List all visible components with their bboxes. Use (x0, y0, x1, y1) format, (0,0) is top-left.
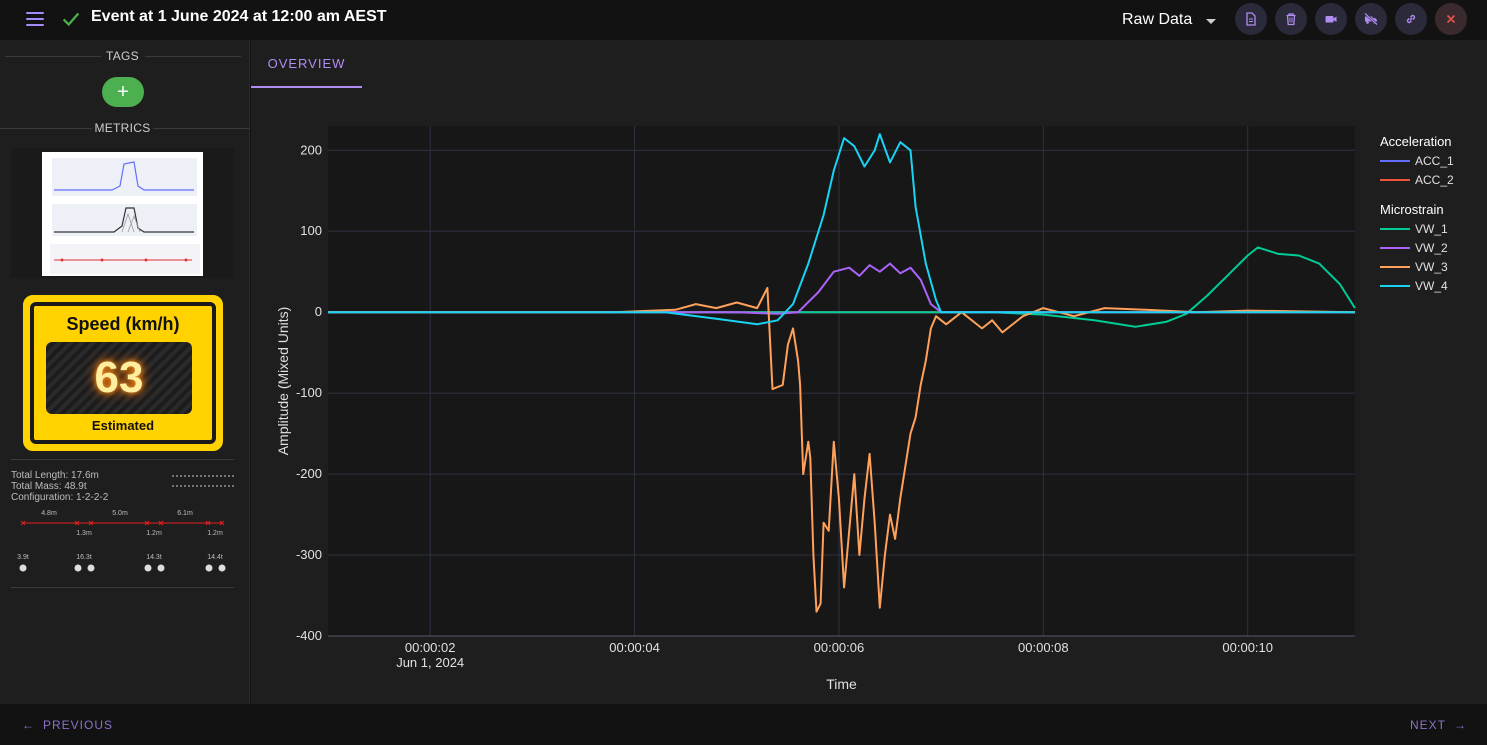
event-title: Event at 1 June 2024 at 12:00 am AEST (91, 8, 387, 25)
axle-legend-glyphs (172, 475, 234, 487)
axle-group-mass-label: 14.3t (146, 554, 162, 561)
video-camera-icon (1325, 16, 1337, 23)
series-line-vw-2 (328, 262, 1355, 315)
total-mass: Total Mass: 48.9t (11, 481, 87, 492)
menu-icon[interactable] (22, 8, 48, 30)
y-tick-label: -100 (296, 385, 322, 400)
axle-group-mass-label: 3.9t (17, 554, 29, 561)
y-axis-label: Amplitude (Mixed Units) (275, 307, 291, 456)
axle-group-spacing-label: 1.3m (76, 530, 92, 537)
x-axis-label: Time (826, 676, 857, 692)
divider (11, 587, 234, 588)
delete-button[interactable] (1275, 3, 1307, 35)
axle-spacing-label: 4.8m (41, 510, 57, 517)
report-button[interactable] (1235, 3, 1267, 35)
speed-title: Speed (km/h) (66, 314, 180, 334)
close-button[interactable] (1435, 3, 1467, 35)
link-button[interactable] (1395, 3, 1427, 35)
next-button[interactable]: NEXT → (1410, 718, 1467, 732)
previous-button[interactable]: ← PREVIOUS (22, 718, 113, 732)
speed-subtitle: Estimated (91, 418, 155, 433)
y-tick-label: -400 (296, 628, 322, 643)
axle-group-mass-label: 16.3t (76, 554, 92, 561)
x-tick-sublabel: Jun 1, 2024 (396, 655, 464, 670)
series-line-vw-3 (328, 286, 1356, 613)
app-header: Event at 1 June 2024 at 12:00 am AEST Ra… (0, 0, 1487, 40)
video-button[interactable] (1315, 3, 1347, 35)
document-icon (1246, 12, 1256, 26)
speed-value: 63 (94, 353, 144, 402)
chevron-down-icon (1206, 18, 1217, 24)
y-tick-label: 0 (315, 304, 322, 319)
arrow-left-icon: ← (22, 718, 35, 732)
axle-group-spacing-label: 1.2m (146, 530, 162, 537)
checkmark-icon (62, 12, 80, 27)
tags-label: TAGS (106, 49, 139, 63)
divider (0, 128, 92, 129)
classification-thumbnail[interactable] (42, 152, 203, 276)
legend-group-title: Acceleration (1380, 134, 1452, 149)
axle-configuration: Configuration: 1-2-2-2 (11, 492, 109, 503)
y-tick-label: -300 (296, 547, 322, 562)
series-line-vw-4 (328, 133, 1355, 326)
add-tag-button[interactable]: + (102, 77, 144, 107)
series-lines (328, 133, 1356, 613)
axle-group-spacing-label: 1.2m (207, 530, 223, 537)
view-select[interactable]: Raw Data (1122, 11, 1217, 29)
legend-item-acc-2[interactable]: ACC_2 (1415, 173, 1454, 187)
main-panel: OVERVIEW 200 100 0 -100 -200 -300 -400 00:00:0… (251, 40, 1487, 704)
hide-vehicle-button[interactable] (1355, 3, 1387, 35)
axle-summary: Total Length: 17.6m Total Mass: 48.9t Co… (11, 470, 237, 503)
footer-nav: ← PREVIOUS NEXT → (0, 704, 1487, 745)
next-label: NEXT (1410, 718, 1447, 732)
total-length: Total Length: 17.6m (11, 470, 99, 481)
speed-display: 63 (46, 342, 192, 414)
arrow-right-icon: → (1454, 718, 1468, 732)
legend-item-vw-1[interactable]: VW_1 (1415, 222, 1448, 236)
x-tick-label: 00:00:02 (405, 640, 456, 655)
legend-item-vw-3[interactable]: VW_3 (1415, 260, 1448, 274)
axle-diagram: 4.8m 5.0m 6.1m 1.3m 1.2m 1.2m 3.9t 16.3t… (17, 510, 226, 572)
view-select-value: Raw Data (1122, 11, 1193, 28)
x-tick-label: 00:00:08 (1018, 640, 1069, 655)
axle-spacing-label: 5.0m (112, 510, 128, 517)
x-tick-label: 00:00:06 (814, 640, 865, 655)
legend-group-title: Microstrain (1380, 202, 1444, 217)
y-tick-label: -200 (296, 466, 322, 481)
metrics-label: METRICS (94, 121, 151, 135)
previous-label: PREVIOUS (43, 718, 114, 732)
truck-off-icon (1364, 12, 1378, 26)
divider (153, 128, 250, 129)
speed-sign: Speed (km/h) 63 Estimated (23, 295, 223, 451)
trash-icon (1286, 13, 1296, 26)
y-tick-label: 200 (300, 142, 322, 157)
axle-spacing-label: 6.1m (177, 510, 193, 517)
divider (11, 459, 234, 460)
y-tick-label: 100 (300, 223, 322, 238)
tab-overview[interactable]: OVERVIEW (251, 40, 362, 88)
divider (145, 56, 241, 57)
chart-legend: Acceleration ACC_1 ACC_2 Microstrain VW_1 VW_… (1380, 134, 1454, 293)
axle-group-mass-label: 14.4t (207, 554, 223, 561)
close-icon (1446, 14, 1456, 24)
legend-item-acc-1[interactable]: ACC_1 (1415, 154, 1454, 168)
x-tick-label: 00:00:10 (1222, 640, 1273, 655)
divider (5, 56, 101, 57)
sidebar: TAGS + METRICS Speed (km/h) 63 Estimated… (0, 40, 250, 704)
legend-item-vw-2[interactable]: VW_2 (1415, 241, 1448, 255)
legend-item-vw-4[interactable]: VW_4 (1415, 279, 1448, 293)
x-tick-label: 00:00:04 (609, 640, 660, 655)
y-axis-ticks: 200 100 0 -100 -200 -300 -400 (296, 142, 322, 643)
link-icon (1406, 14, 1416, 24)
